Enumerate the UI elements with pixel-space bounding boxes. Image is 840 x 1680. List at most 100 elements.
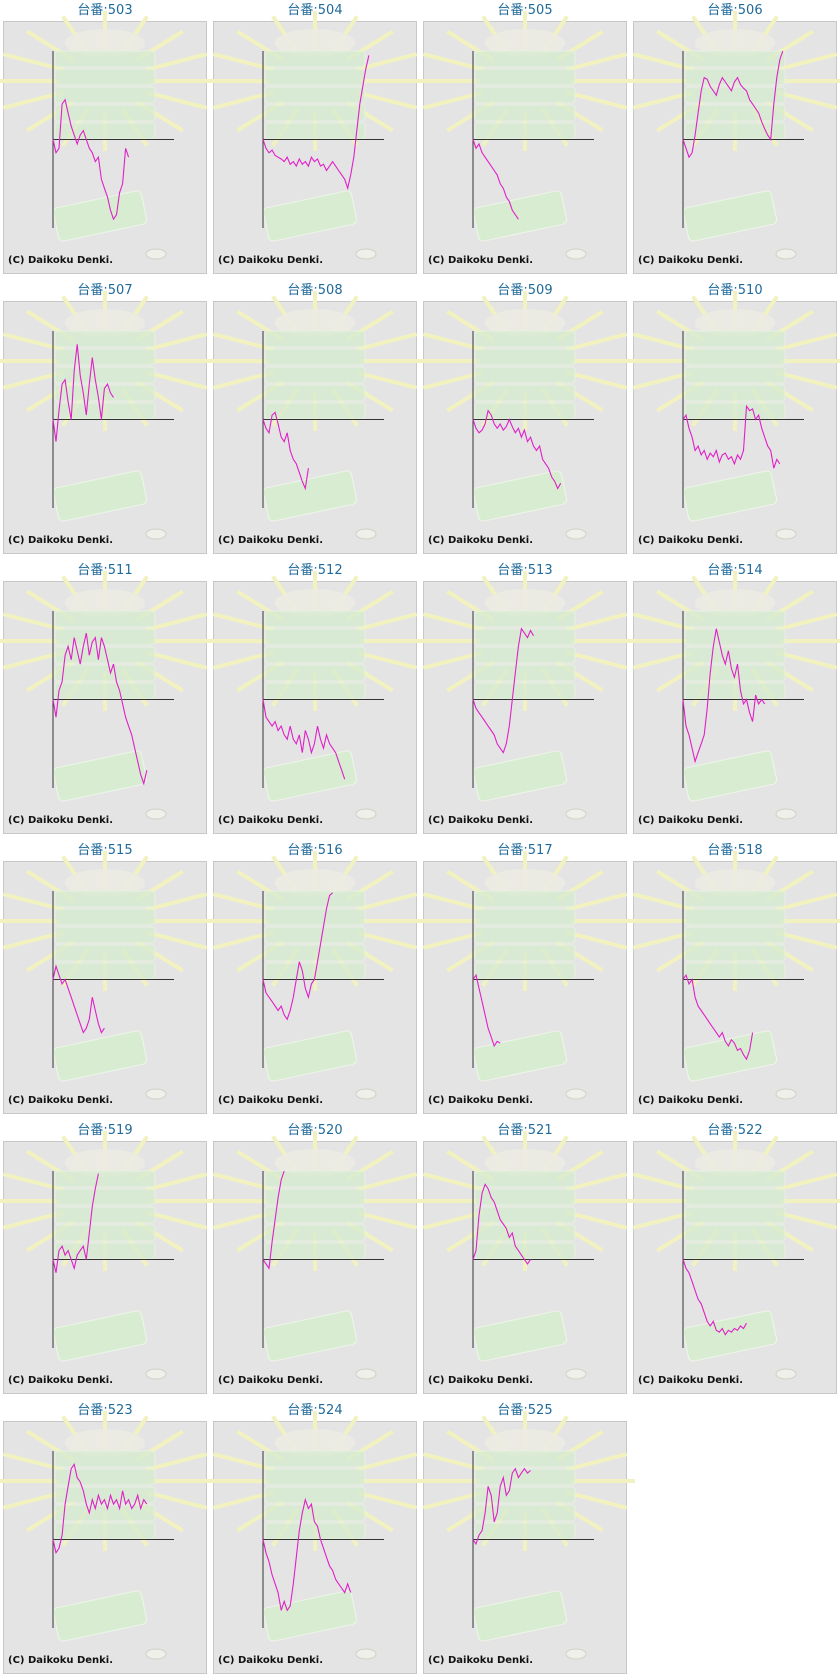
decor-ray [356,612,418,632]
decor-tray [474,1188,576,1206]
chart-title: 台番:515 [77,843,132,858]
decor-tray [684,962,786,980]
chart-panel: (C) Daikoku Denki. [625,851,840,1114]
decor-tray [474,402,576,420]
chart-title: 台番:523 [77,1403,132,1418]
decor-ray [566,892,628,912]
decor-tray [264,1170,366,1188]
copyright: (C) Daikoku Denki. [638,1375,743,1386]
chart-panel: (C) Daikoku Denki. [415,11,635,274]
slump-line [262,892,333,1021]
decor-base [472,190,568,242]
decor-tray [474,1486,576,1504]
decor-tray [54,330,156,348]
decor-tray [684,104,786,122]
decor-tray [474,1450,576,1468]
decor-tray [474,1504,576,1522]
decor-ray [776,1210,838,1230]
chart-title: 台番:524 [287,1403,342,1418]
slump-line [682,628,766,764]
decor-coin [775,248,797,260]
chart-panel: (C) Daikoku Denki. [0,571,215,834]
decor-tray [474,926,576,944]
decor-tray [54,1504,156,1522]
chart-title: 台番:518 [707,843,762,858]
decor-ray [566,332,628,352]
copyright: (C) Daikoku Denki. [428,815,533,826]
decor-tray [264,1486,366,1504]
decor-tray [684,348,786,366]
chart-title: 台番:507 [77,283,132,298]
decor-coin [145,808,167,820]
decor-tray [54,348,156,366]
chart-panel: (C) Daikoku Denki. [0,1131,215,1394]
decor-coin [145,248,167,260]
chart-panel: (C) Daikoku Denki. [415,571,635,834]
slump-line [472,1183,531,1265]
decor-ray [566,1452,628,1472]
decor-ray [146,892,208,912]
decor-base [472,1030,568,1082]
chart-title: 台番:512 [287,563,342,578]
decor-tray [54,104,156,122]
copyright: (C) Daikoku Denki. [8,815,113,826]
decor-base [472,750,568,802]
decor-coin [355,808,377,820]
decor-top [275,29,355,57]
decor-ray [566,930,628,950]
decor-tray [264,384,366,402]
decor-coin [565,1648,587,1660]
decor-coin [355,1648,377,1660]
decor-top [695,869,775,897]
chart-title: 台番:509 [497,283,552,298]
decor-tray [474,890,576,908]
decor-base [682,470,778,522]
decor-ray [356,90,418,110]
decor-tray [264,330,366,348]
decor-tray [54,68,156,86]
decor-tray [474,1242,576,1260]
copyright: (C) Daikoku Denki. [428,1095,533,1106]
decor-tray [474,610,576,628]
decor-coin [355,1368,377,1380]
decor-top [485,29,565,57]
chart-panel: (C) Daikoku Denki. [205,571,425,834]
chart-panel: (C) Daikoku Denki. [625,1131,840,1394]
decor-tray [474,348,576,366]
decor-top [275,869,355,897]
decor-ray [566,1210,628,1230]
decor-tray [474,1522,576,1540]
decor-base [52,1590,148,1642]
decor-tray [684,50,786,68]
copyright: (C) Daikoku Denki. [8,255,113,266]
decor-top [485,1149,565,1177]
chart-panel: (C) Daikoku Denki. [205,11,425,274]
decor-base [262,1310,358,1362]
decor-tray [684,68,786,86]
chart-panel: (C) Daikoku Denki. [415,1411,635,1674]
decor-tray [54,1224,156,1242]
decor-tray [474,1170,576,1188]
decor-base [52,1310,148,1362]
decor-ray [566,1172,628,1192]
decor-tray [474,104,576,122]
decor-ray [146,650,208,670]
decor-top [65,1149,145,1177]
decor-ray [356,650,418,670]
decor-tray [474,1224,576,1242]
chart-panel: (C) Daikoku Denki. [205,1411,425,1674]
decor-tray [264,682,366,700]
decor-ray [566,650,628,670]
decor-tray [264,1504,366,1522]
decor-coin [145,1088,167,1100]
decor-tray [684,890,786,908]
decor-top [275,1429,355,1457]
decor-tray [54,962,156,980]
decor-top [65,869,145,897]
decor-tray [264,348,366,366]
copyright: (C) Daikoku Denki. [638,255,743,266]
chart-panel: (C) Daikoku Denki. [625,291,840,554]
slump-line [682,404,781,469]
copyright: (C) Daikoku Denki. [638,535,743,546]
decor-base [52,190,148,242]
